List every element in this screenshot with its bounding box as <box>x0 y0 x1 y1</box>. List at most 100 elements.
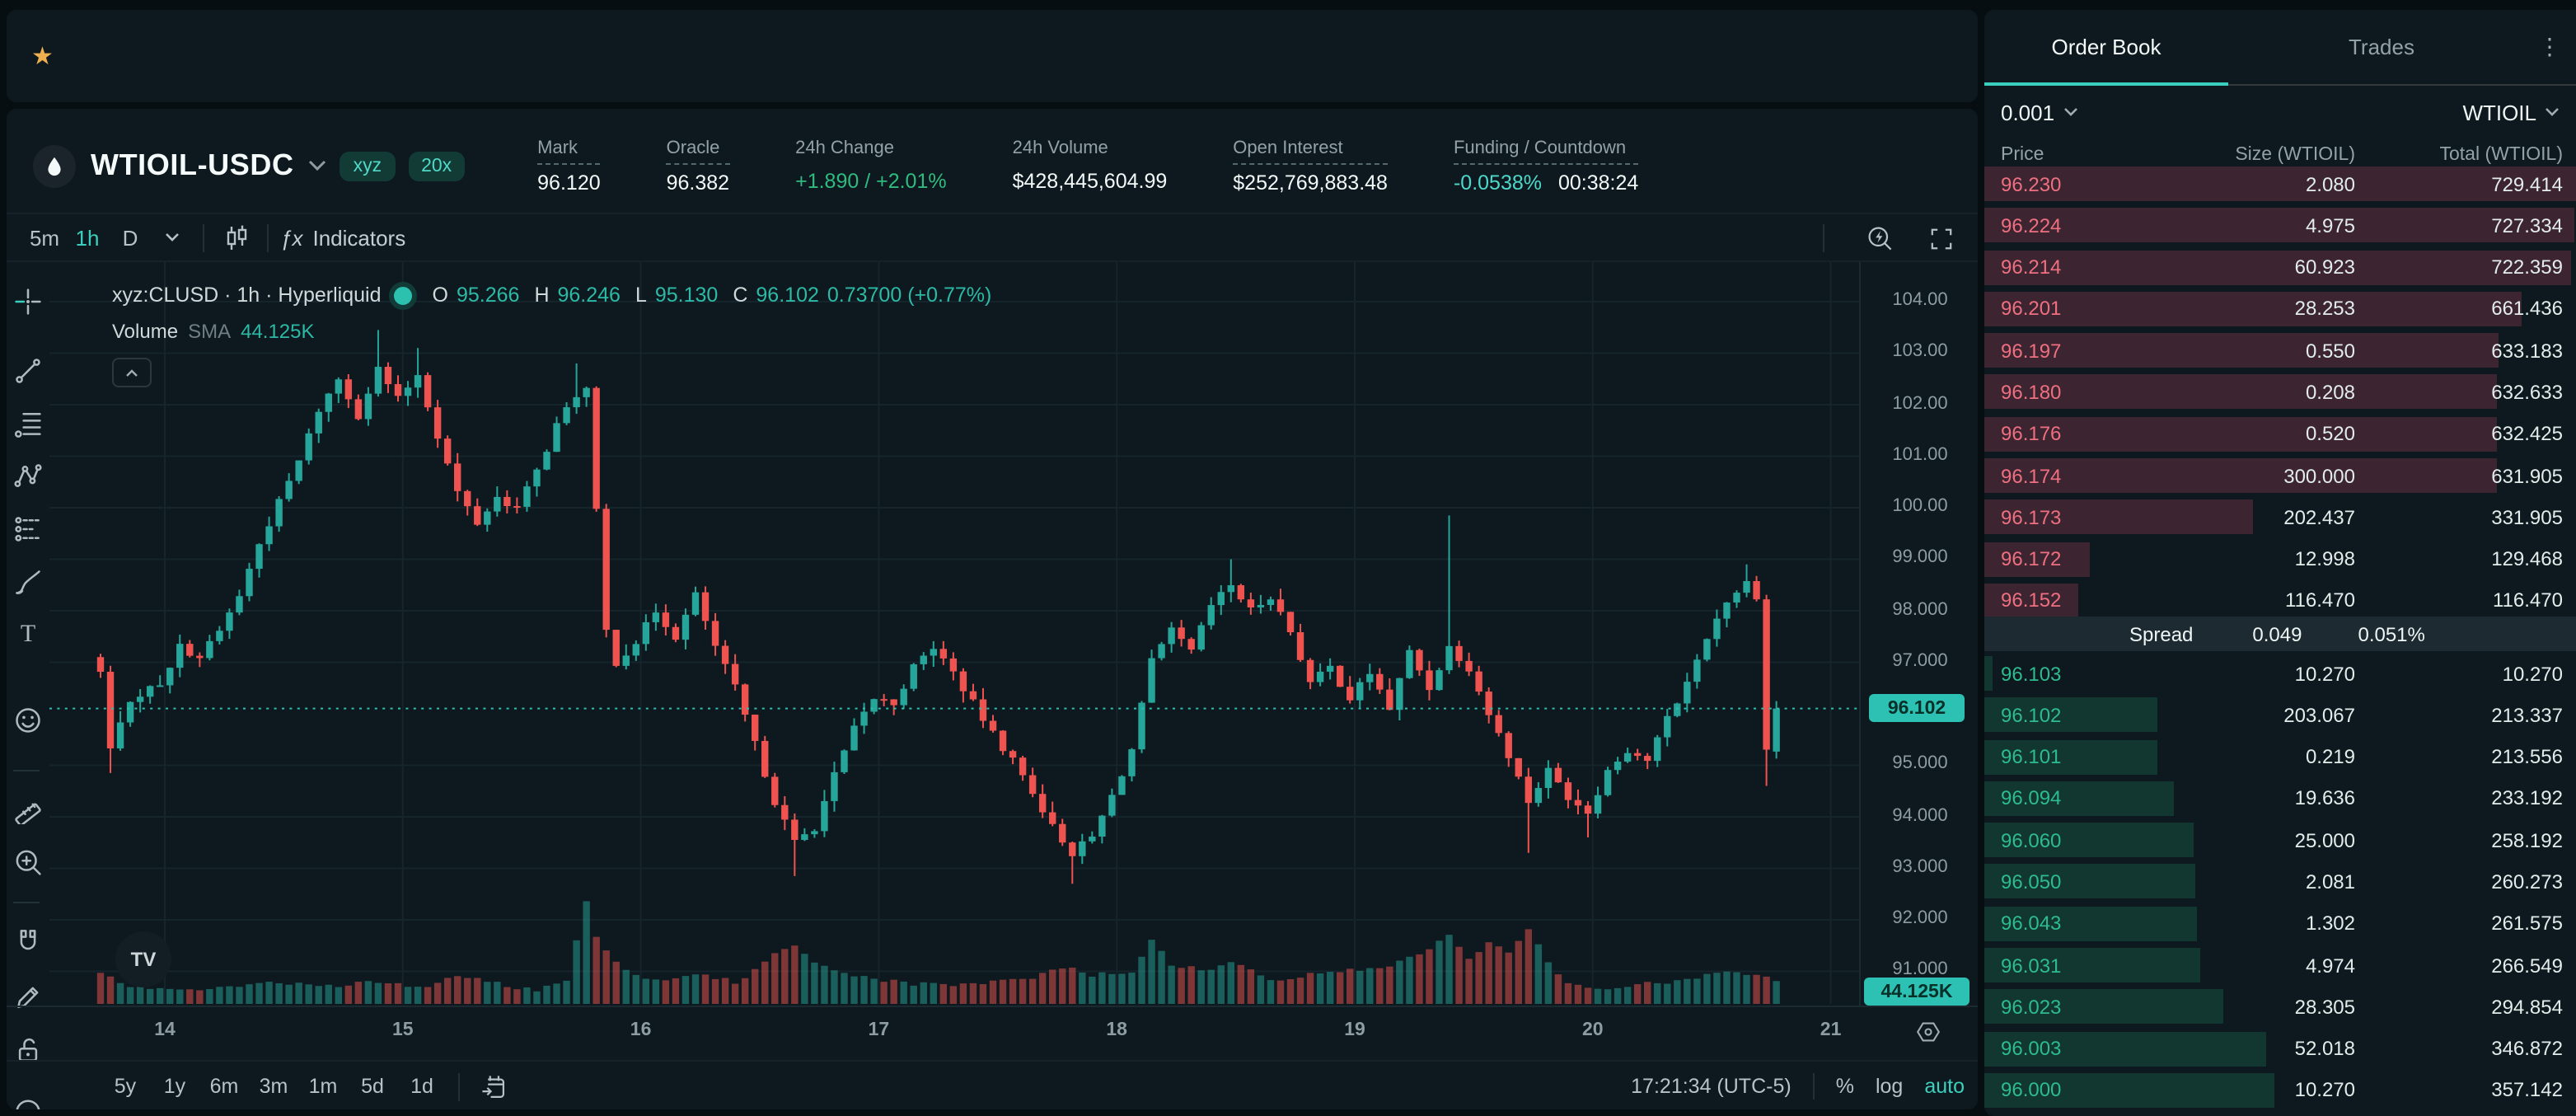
bid-row[interactable]: 96.003 52.018 346.872 <box>1984 1031 2576 1067</box>
depth-bar <box>1984 864 2196 899</box>
tab-order-book[interactable]: Order Book <box>2051 35 2161 59</box>
stat-value-main: 96.120 <box>537 171 601 194</box>
ask-row[interactable]: 96.176 0.520 632.425 <box>1984 416 2576 452</box>
price-tick: 100.00 <box>1892 496 1948 516</box>
long-short-position-tool-icon[interactable] <box>12 513 44 546</box>
interval-d[interactable]: D <box>109 219 152 256</box>
stat-24h-volume: 24h Volume $428,445,604.99 <box>1013 138 1168 194</box>
favorites-bar: ★ <box>7 10 1978 102</box>
tick-size-select[interactable]: 0.001 <box>2001 100 2077 124</box>
sma-label: SMA <box>188 320 232 343</box>
stat-label: Oracle <box>666 138 730 164</box>
stat-value-main: -0.0538% <box>1453 171 1542 194</box>
axis-settings-gear-icon[interactable] <box>1915 1019 1941 1053</box>
kebab-menu-icon[interactable]: ⋮ <box>2538 32 2561 59</box>
price-axis[interactable]: 104.00 103.00 102.00 101.00 100.00 99.000 98.0… <box>1859 262 1978 1006</box>
bid-row[interactable]: 96.050 2.081 260.273 <box>1984 864 2576 899</box>
ask-row[interactable]: 96.180 0.208 632.633 <box>1984 374 2576 410</box>
xabcd-pattern-tool-icon[interactable] <box>12 460 44 493</box>
toolbar-divider <box>203 223 204 251</box>
bid-row[interactable]: 96.043 1.302 261.575 <box>1984 906 2576 941</box>
ask-row[interactable]: 96.214 60.923 722.359 <box>1984 250 2576 285</box>
lightning-zoom-icon[interactable] <box>1859 220 1899 256</box>
bid-row[interactable]: 96.000 10.270 357.142 <box>1984 1072 2576 1108</box>
interval-chevron-down-icon[interactable] <box>152 219 191 256</box>
trend-line-tool-icon[interactable] <box>12 354 44 387</box>
total-cell: 258.192 <box>2491 828 2563 852</box>
ask-row[interactable]: 96.224 4.975 727.334 <box>1984 208 2576 243</box>
go-to-date-calendar-icon[interactable] <box>473 1068 513 1104</box>
price-cell: 96.043 <box>2001 912 2062 935</box>
legend-collapse-button[interactable] <box>112 358 152 387</box>
interval-5m[interactable]: 5m <box>23 219 66 256</box>
depth-bar <box>1984 989 2224 1025</box>
favorite-star-icon[interactable]: ★ <box>31 43 54 71</box>
log-scale-button[interactable]: log <box>1875 1075 1904 1098</box>
range-1m[interactable]: 1m <box>300 1075 346 1098</box>
range-5y[interactable]: 5y <box>102 1075 148 1098</box>
crosshair-tool-icon[interactable] <box>12 285 44 318</box>
zoom-in-tool-icon[interactable] <box>12 846 44 879</box>
series-title: xyz:CLUSD · 1h · Hyperliquid <box>112 284 382 307</box>
asks-list: 96.230 2.080 729.414 96.224 4.975 727.334 96.2… <box>1984 166 2576 626</box>
asset-unit-select[interactable]: WTIOIL <box>2462 100 2560 124</box>
bid-row[interactable]: 96.031 4.974 266.549 <box>1984 948 2576 983</box>
bid-row[interactable]: 96.060 25.000 258.192 <box>1984 823 2576 858</box>
horizontal-lines-tool-icon[interactable] <box>12 407 44 440</box>
order-book-tabs: Order Book Trades <box>1984 10 2576 84</box>
range-5d[interactable]: 5d <box>349 1075 396 1098</box>
range-1y[interactable]: 1y <box>152 1075 198 1098</box>
interval-1h[interactable]: 1h <box>66 219 109 256</box>
auto-scale-button[interactable]: auto <box>1924 1075 1965 1098</box>
magnet-tool-icon[interactable] <box>12 925 44 958</box>
candlestick-chart[interactable] <box>49 262 1859 1006</box>
tab-trades[interactable]: Trades <box>2349 35 2414 59</box>
ruler-tool-icon[interactable] <box>12 793 44 826</box>
ask-row[interactable]: 96.173 202.437 331.905 <box>1984 499 2576 535</box>
fx-icon: ƒx <box>280 225 303 250</box>
ask-row[interactable]: 96.201 28.253 661.436 <box>1984 291 2576 326</box>
price-cell: 96.000 <box>2001 1078 2062 1102</box>
range-3m[interactable]: 3m <box>251 1075 297 1098</box>
volume-legend: Volume SMA 44.125K <box>112 320 315 343</box>
time-label: 14 <box>154 1020 176 1040</box>
bid-row[interactable]: 96.102 203.067 213.337 <box>1984 697 2576 733</box>
hidden-tool-icon[interactable] <box>12 1090 44 1109</box>
chart-panel: WTIOIL-USDC xyz 20x Mark 96.120 Oracle 96.3… <box>7 109 1978 1109</box>
stat-label: 24h Change <box>795 138 894 157</box>
leverage-badge[interactable]: 20x <box>408 151 466 181</box>
percent-scale-button[interactable]: % <box>1835 1075 1854 1098</box>
size-cell: 10.270 <box>2294 1078 2355 1102</box>
stat-countdown: 00:38:24 <box>1558 171 1639 194</box>
bid-row[interactable]: 96.023 28.305 294.854 <box>1984 989 2576 1025</box>
ask-row[interactable]: 96.197 0.550 633.183 <box>1984 333 2576 368</box>
ask-row[interactable]: 96.172 12.998 129.468 <box>1984 542 2576 577</box>
ask-row[interactable]: 96.152 116.470 116.470 <box>1984 583 2576 618</box>
brush-tool-icon[interactable] <box>12 565 44 598</box>
chevron-down-icon <box>309 160 327 171</box>
range-1d[interactable]: 1d <box>399 1075 445 1098</box>
bid-row[interactable]: 96.103 10.270 10.270 <box>1984 656 2576 691</box>
indicators-button[interactable]: ƒx Indicators <box>280 225 405 250</box>
bid-row[interactable]: 96.094 19.636 233.192 <box>1984 781 2576 816</box>
emoji-tool-icon[interactable] <box>12 704 44 737</box>
fullscreen-icon[interactable] <box>1922 220 1961 256</box>
candle-style-icon[interactable] <box>216 219 255 256</box>
ask-row[interactable]: 96.174 300.000 631.905 <box>1984 458 2576 494</box>
stat-24h-change: 24h Change +1.890 / +2.01% <box>795 138 947 194</box>
text-tool-icon[interactable]: T <box>20 621 36 647</box>
ask-row[interactable]: 96.230 2.080 729.414 <box>1984 166 2576 201</box>
total-cell: 661.436 <box>2491 297 2563 321</box>
tradingview-watermark[interactable]: TV <box>115 931 171 987</box>
symbol-selector[interactable]: WTIOIL-USDC <box>33 144 327 187</box>
time-axis[interactable]: 14 15 16 17 18 19 20 21 <box>7 1006 1978 1062</box>
high-value: 96.246 <box>557 284 621 307</box>
total-cell: 722.359 <box>2491 256 2563 279</box>
range-6m[interactable]: 6m <box>201 1075 247 1098</box>
clock-timezone[interactable]: 17:21:34 (UTC-5) <box>1631 1075 1791 1098</box>
bid-row[interactable]: 96.101 0.219 213.556 <box>1984 739 2576 775</box>
series-status-dot[interactable] <box>389 281 418 309</box>
spread-row: Spread 0.049 0.051% <box>1984 617 2576 651</box>
time-label: 17 <box>868 1020 890 1040</box>
interval-group: 5m 1h D <box>23 219 152 256</box>
